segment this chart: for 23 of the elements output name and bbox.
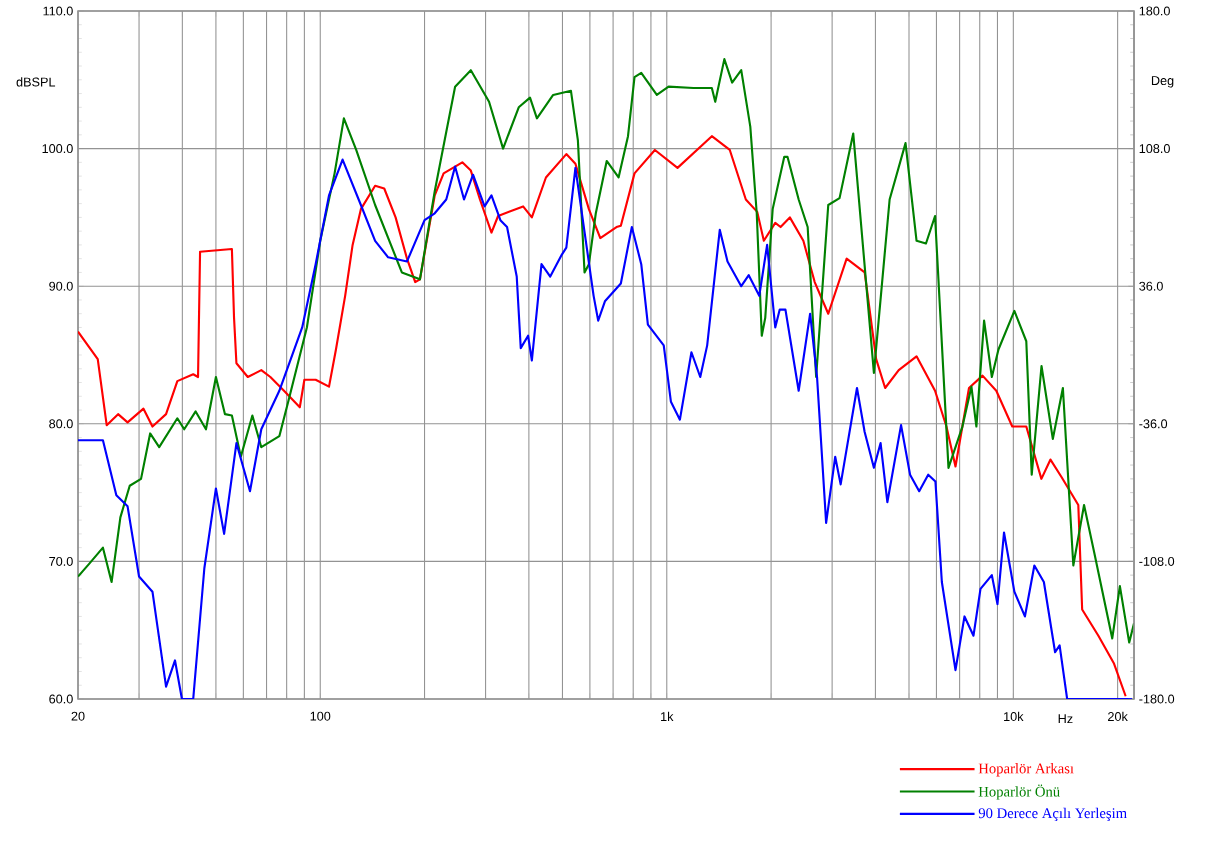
text: Hoparlör Arkası [978,763,1074,777]
y-tick-label: 100.0 [42,144,73,154]
y2-axis-title: Deg [1151,76,1174,88]
y-tick-label: 90.0 [49,281,73,291]
y-tick-label: 110.0 [43,6,73,16]
text: Hoparlör Önü [978,784,1060,800]
y-tick-label: 70.0 [49,556,73,566]
y2-tick-label: 180.0 [1139,6,1170,16]
x-tick-label: 10k [1004,711,1024,722]
y2-tick-label: -36.0 [1139,419,1168,429]
y2-tick-label: 108.0 [1139,144,1170,154]
text: 90 Derece Açılı Yerleşim [978,807,1127,822]
y-tick-label: 80.0 [49,419,73,429]
x-axis-title: Hz [1058,714,1073,724]
y2-tick-label: -180.0 [1139,694,1175,704]
x-tick-label: 20k [1108,711,1128,722]
y2-tick-label: -108.0 [1139,556,1175,566]
x-tick-label: 1k [661,711,674,721]
y2-tick-label: 36.0 [1139,281,1163,291]
x-tick-label: 20 [71,711,85,721]
y-tick-label: 60.0 [49,694,73,704]
x-tick-label: 100 [310,711,331,721]
y-axis-title: dBSPL [16,77,56,87]
